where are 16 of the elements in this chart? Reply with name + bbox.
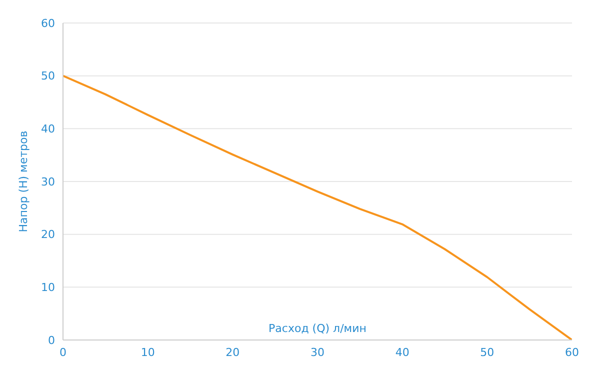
x-tick-label: 20 — [226, 346, 240, 359]
x-tick-label: 60 — [565, 346, 579, 359]
x-axis-title: Расход (Q) л/мин — [268, 322, 366, 335]
y-tick-label: 40 — [41, 122, 55, 136]
y-axis-title: Напор (H) метров — [16, 130, 30, 232]
y-tick-label: 10 — [41, 281, 55, 294]
x-tick-label: 50 — [480, 346, 494, 359]
y-tick-label: 50 — [41, 70, 55, 83]
y-tick-label: 30 — [41, 175, 55, 188]
x-tick-label: 30 — [310, 346, 324, 359]
y-tick-label: 60 — [41, 16, 55, 30]
x-tick-label: 40 — [395, 346, 410, 359]
x-tick-label: 0 — [60, 346, 66, 359]
x-tick-label: 10 — [140, 346, 155, 359]
y-tick-label: 20 — [41, 228, 55, 242]
y-tick-label: 0 — [48, 334, 55, 347]
